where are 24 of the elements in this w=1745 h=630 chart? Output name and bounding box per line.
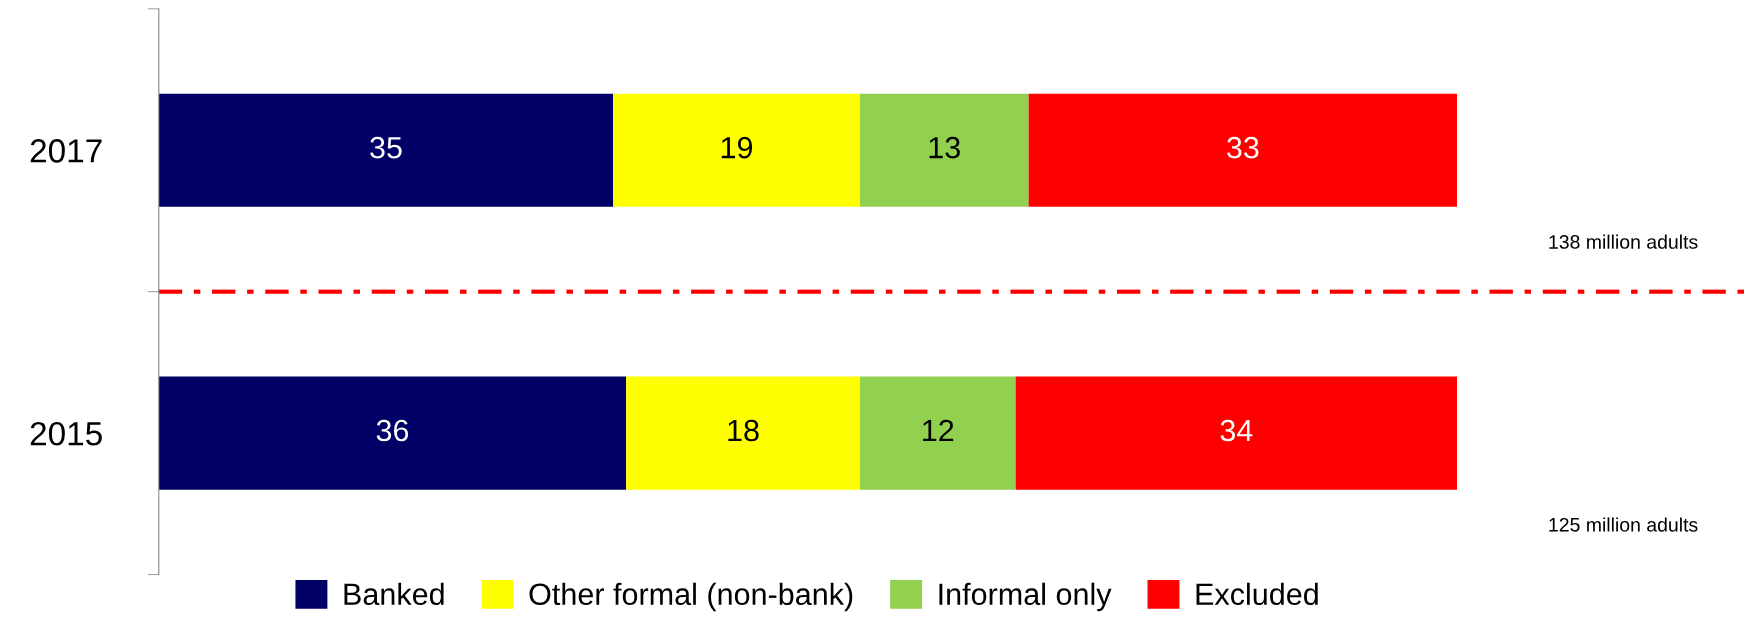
bar <box>1015 376 1458 490</box>
data-label: 19 <box>721 136 753 159</box>
bar <box>859 93 1029 207</box>
legend-label: Informal only <box>939 582 1112 612</box>
data-label: 34 <box>1220 419 1253 442</box>
data-label: 18 <box>728 419 759 442</box>
text: 138 million adults <box>1549 234 1698 249</box>
data-label: 36 <box>376 419 409 442</box>
bar <box>158 376 627 490</box>
legend-label: Other formal (non-bank) <box>529 582 853 612</box>
bar <box>626 376 860 490</box>
data-label: 35 <box>370 136 402 159</box>
bar <box>613 93 860 207</box>
bar <box>158 93 614 207</box>
bar <box>859 376 1016 490</box>
data-label: 13 <box>929 136 960 159</box>
legend-label: Banked <box>344 582 444 606</box>
data-label: 12 <box>923 419 954 442</box>
y-tick-label: 2015 <box>30 421 102 446</box>
bar <box>1028 93 1458 207</box>
data-label: 33 <box>1227 136 1259 159</box>
legend-label: Excluded <box>1196 582 1318 606</box>
y-tick-label: 2017 <box>30 139 102 163</box>
text: 125 million adults <box>1549 517 1698 532</box>
